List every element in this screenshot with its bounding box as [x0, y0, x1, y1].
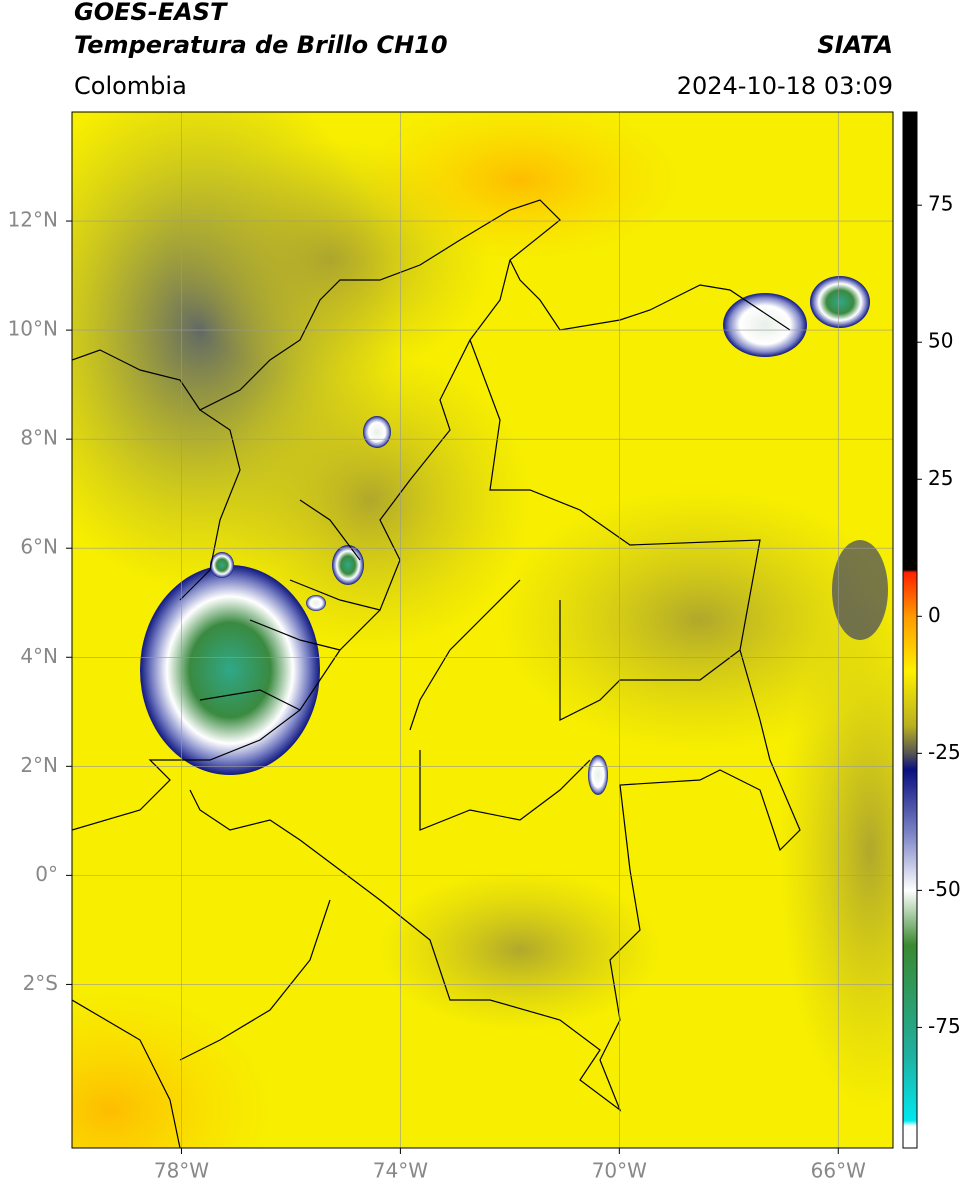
datetime: 2024-10-18 03:09 [677, 72, 893, 100]
region: Colombia [74, 72, 187, 100]
y-tick-label: 0° [35, 862, 58, 886]
x-tick-label: 70°W [592, 1159, 647, 1183]
subtitle: Temperatura de Brillo CH10 [74, 31, 448, 59]
x-tick-label: 74°W [373, 1159, 428, 1183]
colorbar-tick-label: 0 [928, 603, 941, 627]
y-tick-label: 6°N [20, 535, 58, 559]
satellite-image [72, 112, 893, 1148]
colorbar-tick-label: 50 [928, 329, 953, 353]
y-tick-label: 10°N [8, 317, 58, 341]
colorbar-tick-label: 75 [928, 192, 953, 216]
x-tick-label: 78°W [154, 1159, 209, 1183]
x-tick-label: 66°W [811, 1159, 866, 1183]
y-tick-label: 12°N [8, 208, 58, 232]
source: SIATA [817, 31, 893, 59]
y-tick-label: 8°N [20, 426, 58, 450]
colorbar-tick-label: -75 [928, 1014, 961, 1038]
colorbar-tick-label: -25 [928, 740, 961, 764]
colorbar [902, 111, 918, 1149]
title: GOES-EAST [74, 0, 228, 26]
y-tick-label: 2°S [23, 971, 58, 995]
graticule [72, 112, 893, 1148]
map-frame [71, 111, 894, 1149]
colorbar-tick-label: -50 [928, 877, 961, 901]
colorbar-tick-label: 25 [928, 466, 953, 490]
y-tick-label: 2°N [20, 753, 58, 777]
y-tick-label: 4°N [20, 644, 58, 668]
